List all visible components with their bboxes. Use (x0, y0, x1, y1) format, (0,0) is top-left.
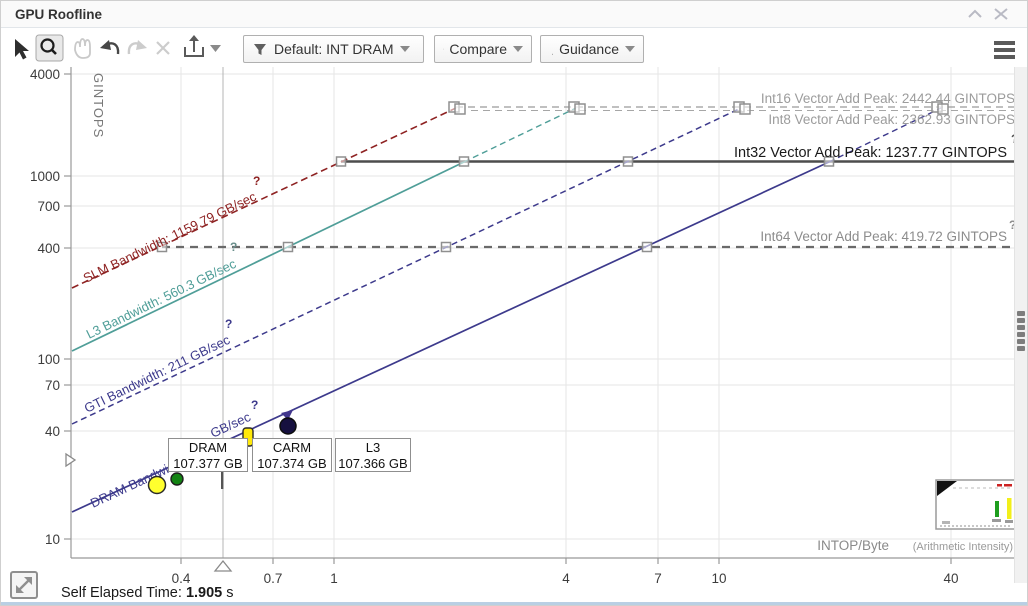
int16-peak-label: Int16 Vector Add Peak: 2442.44 GINTOPS (761, 91, 1015, 106)
svg-text:10: 10 (45, 532, 60, 547)
dram-help-marker[interactable]: ? (251, 398, 258, 412)
right-splitter[interactable] (1014, 67, 1027, 585)
undo-icon[interactable] (100, 40, 120, 55)
int64-help-marker[interactable]: ? (1009, 218, 1016, 232)
tooltip-l3-value: 107.366 GB (338, 456, 408, 471)
l3-help-marker[interactable]: ? (230, 240, 237, 254)
axes (70, 66, 1015, 559)
chevron-up-icon[interactable] (967, 7, 983, 21)
minimap-green-bar (995, 501, 999, 517)
svg-text:700: 700 (37, 199, 60, 214)
compare-dropdown[interactable]: Compare (434, 35, 532, 63)
slm-bandwidth-line[interactable] (71, 107, 457, 289)
tooltip-carm-title: CARM (272, 440, 312, 455)
x-axis-title: INTOP/Byte (817, 538, 889, 553)
menu-icon[interactable] (994, 41, 1015, 62)
minimap-corner (937, 481, 957, 496)
export-icon[interactable] (184, 35, 204, 57)
cancel-zoom-icon (156, 41, 170, 55)
x-tick-labels: 0.4 0.7 1 4 7 10 40 (172, 571, 959, 586)
crosshair-segment (221, 471, 224, 489)
l3-bandwidth-line[interactable] (71, 161, 465, 352)
minimap[interactable] (935, 479, 1016, 530)
status-bar: Self Elapsed Time: 1.905 s (1, 583, 1027, 605)
select-tool-icon[interactable] (15, 39, 29, 60)
dram-dot[interactable] (147, 475, 167, 495)
l3-bandwidth-line-upper (463, 107, 577, 163)
int8-peak-label: Int8 Vector Add Peak: 2362.93 GINTOPS (768, 112, 1015, 127)
splitter-grip-icon[interactable] (1017, 311, 1025, 353)
redo-icon (127, 40, 147, 55)
pan-tool-icon (74, 38, 91, 59)
svg-text:1000: 1000 (30, 169, 60, 184)
svg-text:40: 40 (943, 571, 958, 586)
caret-down-icon (399, 46, 410, 52)
export-caret-icon[interactable] (210, 45, 221, 52)
int64-peak-label: Int64 Vector Add Peak: 419.72 GINTOPS (760, 229, 1007, 244)
l3-dot[interactable] (279, 417, 297, 435)
axis-ticks (64, 73, 952, 564)
filter-dropdown[interactable]: Default: INT DRAM (243, 35, 424, 63)
carm-dot[interactable] (170, 472, 184, 486)
expand-icon[interactable] (10, 571, 38, 599)
gti-help-marker[interactable]: ? (225, 317, 232, 331)
tooltip-carm-value: 107.374 GB (257, 456, 327, 471)
gti-bandwidth-line[interactable] (71, 107, 742, 425)
roof-intersection-markers (156, 101, 949, 253)
elapsed-time-label: Self Elapsed Time: (61, 585, 182, 601)
panel-title: GPU Roofline (15, 7, 102, 22)
tooltip-l3-title: L3 (365, 440, 381, 455)
tooltip-carm: CARM 107.374 GB (252, 438, 332, 472)
svg-text:0.4: 0.4 (172, 571, 191, 586)
svg-text:4: 4 (562, 571, 570, 586)
zoom-tool-button[interactable] (35, 34, 64, 62)
minimap-yellow-bar (1007, 498, 1012, 519)
gridlines (71, 67, 1015, 558)
svg-text:400: 400 (37, 241, 60, 256)
dram-bandwidth-line-upper (828, 107, 942, 163)
tooltip-l3: L3 107.366 GB (335, 438, 411, 472)
svg-text:10: 10 (711, 571, 726, 586)
guidance-dropdown[interactable]: Guidance (540, 35, 644, 63)
svg-text:40: 40 (45, 424, 60, 439)
guidance-wand-icon (552, 52, 554, 55)
title-bar: GPU Roofline (1, 1, 1027, 28)
elapsed-time-value: 1.905 (185, 585, 223, 601)
svg-text:1: 1 (330, 571, 338, 586)
filter-dropdown-label: Default: INT DRAM (274, 41, 394, 57)
elapsed-time-unit: s (226, 585, 234, 601)
caret-down-icon (513, 46, 523, 52)
svg-text:70: 70 (45, 378, 60, 393)
tooltip-dram: DRAM 107.377 GB (168, 438, 248, 472)
svg-text:7: 7 (654, 571, 662, 586)
tooltip-dram-value: 107.377 GB (173, 456, 243, 471)
caret-down-icon (625, 46, 635, 52)
close-icon[interactable] (993, 7, 1009, 21)
x-axis-title-note: (Arithmetic Intensity) (913, 541, 1013, 553)
gti-bandwidth-label: GTI Bandwidth: 211 GB/sec (82, 332, 233, 416)
y-axis-marker[interactable] (65, 452, 77, 468)
int32-peak-label: Int32 Vector Add Peak: 1237.77 GINTOPS (734, 145, 1007, 161)
svg-text:0.7: 0.7 (264, 571, 283, 586)
tooltip-dram-title: DRAM (188, 440, 228, 455)
svg-text:100: 100 (37, 352, 60, 367)
slm-help-marker[interactable]: ? (253, 174, 260, 188)
y-tick-labels: 4000 1000 700 400 100 70 40 10 (30, 67, 60, 547)
guidance-dropdown-label: Guidance (559, 41, 619, 57)
x-axis-marker[interactable] (213, 559, 233, 572)
l3-dot-flag (281, 410, 293, 420)
filter-icon (254, 44, 266, 55)
compare-dropdown-label: Compare (449, 41, 507, 57)
svg-text:4000: 4000 (30, 67, 60, 82)
chart-toolbar: Default: INT DRAM Compare Guidance (1, 28, 1027, 67)
y-axis-title: GINTOPS (91, 73, 106, 138)
